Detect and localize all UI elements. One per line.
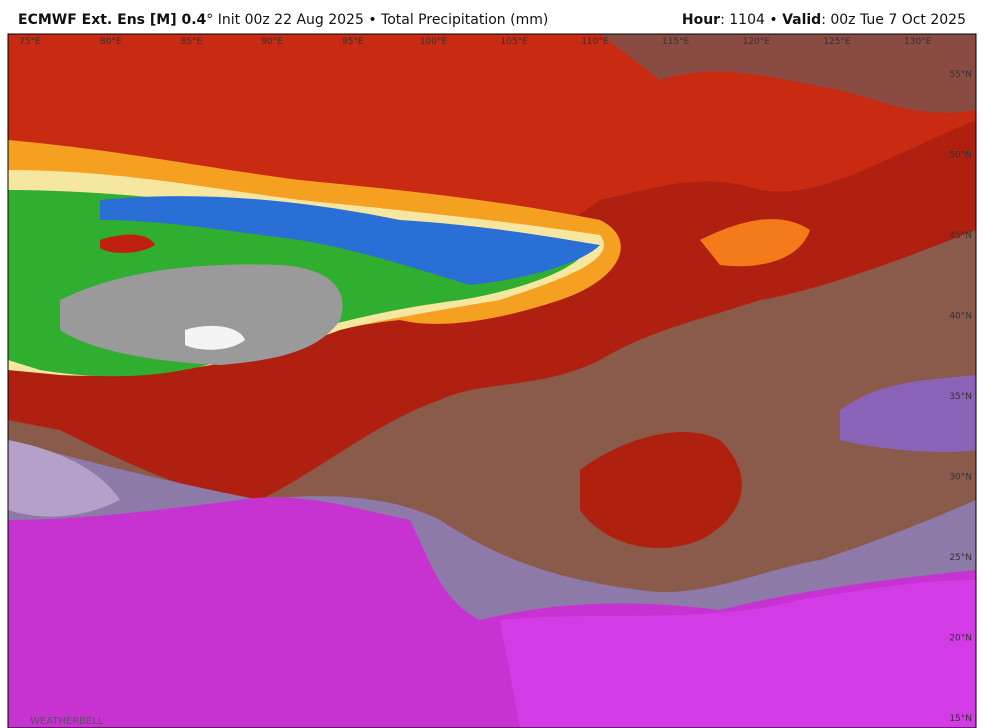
longitude-labels: 75°E 80°E 85°E 90°E 95°E 100°E 105°E 110°E 115°E…	[19, 37, 932, 47]
latitude-label: 20°N	[949, 634, 972, 644]
header: ECMWF Ext. Ens [M] 0.4° Init 00z 22 Aug …	[0, 0, 984, 34]
latitude-label: 35°N	[949, 392, 972, 402]
latitude-label: 45°N	[949, 231, 972, 241]
logo: WEATHERBELL	[30, 716, 104, 727]
hour-value: : 1104	[720, 12, 765, 28]
latitude-label: 55°N	[949, 70, 972, 80]
longitude-label: 75°E	[19, 37, 41, 47]
valid-value: : 00z Tue 7 Oct 2025	[821, 12, 966, 28]
degree: °	[206, 12, 214, 28]
longitude-label: 110°E	[581, 37, 609, 47]
longitude-label: 95°E	[342, 37, 364, 47]
valid-label: Valid	[782, 12, 822, 28]
longitude-label: 120°E	[743, 37, 771, 47]
longitude-label: 85°E	[181, 37, 203, 47]
header-right: Hour: 1104 • Valid: 00z Tue 7 Oct 2025	[682, 12, 966, 28]
longitude-label: 105°E	[501, 37, 529, 47]
longitude-label: 80°E	[100, 37, 122, 47]
product: Total Precipitation (mm)	[381, 12, 549, 28]
latitude-label: 25°N	[949, 553, 972, 563]
hour-label: Hour	[681, 12, 721, 28]
longitude-label: 90°E	[261, 37, 283, 47]
precip-field	[8, 34, 976, 728]
map-frame	[7, 33, 977, 728]
separator: •	[368, 12, 377, 28]
header-left: ECMWF Ext. Ens [M] 0.4° Init 00z 22 Aug …	[18, 12, 548, 28]
model: ECMWF Ext. Ens [M] 0.4	[18, 12, 207, 28]
latitude-labels: 55°N 50°N 45°N 40°N 35°N 30°N 25°N 20°N 15°N	[949, 70, 972, 724]
longitude-label: 125°E	[823, 37, 851, 47]
latitude-label: 15°N	[949, 714, 972, 724]
longitude-label: 100°E	[420, 37, 448, 47]
latitude-label: 50°N	[949, 151, 972, 161]
longitude-label: 130°E	[904, 37, 932, 47]
longitude-label: 115°E	[662, 37, 690, 47]
init: Init 00z 22 Aug 2025	[217, 12, 364, 28]
separator: •	[769, 12, 778, 28]
latitude-label: 30°N	[949, 473, 972, 483]
latitude-label: 40°N	[949, 312, 972, 322]
